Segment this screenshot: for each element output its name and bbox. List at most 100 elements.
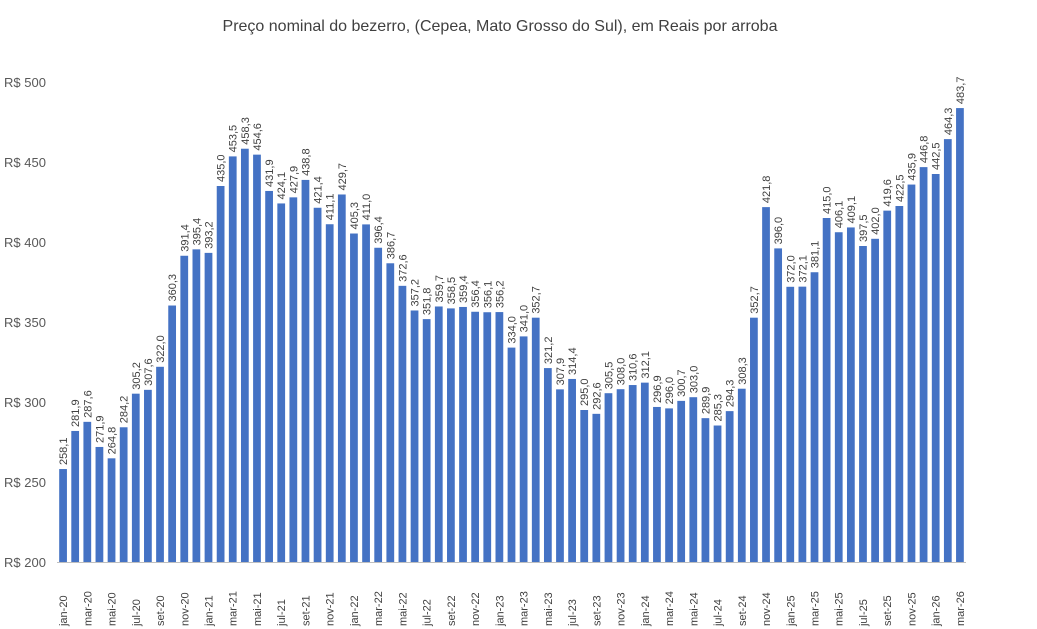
bar [640, 382, 649, 562]
data-label: 421,4 [313, 176, 325, 204]
bar [119, 427, 128, 562]
x-tick-label: set-21 [300, 595, 312, 626]
x-tick-label: jul-24 [713, 599, 725, 627]
bar [507, 347, 516, 562]
bar [131, 393, 140, 562]
bar [665, 408, 673, 562]
x-tick-label: jul-22 [422, 599, 434, 627]
x-tick-label: jan-22 [349, 595, 361, 627]
data-label: 435,9 [906, 153, 918, 181]
data-label: 356,2 [494, 281, 506, 309]
data-label: 409,1 [846, 196, 858, 224]
data-label: 271,9 [94, 415, 106, 443]
x-tick-label: mai-24 [688, 592, 700, 626]
data-label: 296,0 [664, 377, 676, 405]
bar [871, 238, 879, 563]
y-axis: R$ 200 R$ 250 R$ 300 R$ 350 R$ 400 R$ 450 R$ 5… [4, 75, 46, 570]
bar [725, 411, 734, 562]
bar [168, 305, 177, 562]
x-tick-label: nov-21 [325, 592, 337, 626]
data-label: 396,4 [373, 216, 385, 244]
bar [737, 388, 746, 562]
data-label: 303,0 [688, 366, 700, 394]
data-label: 352,7 [531, 286, 543, 314]
data-label: 397,5 [858, 214, 870, 242]
data-label: 287,6 [82, 390, 94, 418]
bar [422, 319, 431, 562]
data-label: 357,2 [410, 279, 422, 307]
x-tick-label: nov-20 [179, 592, 191, 626]
x-tick-label: mar-24 [664, 591, 676, 626]
chart-title: Preço nominal do bezerro, (Cepea, Mato G… [222, 18, 778, 35]
data-label: 284,2 [119, 396, 131, 424]
x-tick-label: jan-26 [931, 595, 943, 627]
bar [398, 285, 407, 562]
data-label: 351,8 [422, 288, 434, 316]
data-label: 294,3 [725, 380, 737, 408]
data-label: 393,2 [204, 221, 216, 249]
data-label: 438,8 [300, 148, 312, 176]
bar [956, 108, 964, 562]
bar [774, 248, 783, 562]
data-label: 402,0 [870, 207, 882, 235]
data-label: 359,7 [434, 275, 446, 303]
x-tick-label: mar-26 [955, 591, 967, 626]
bar [943, 139, 952, 562]
bar [604, 393, 613, 562]
data-label: 314,4 [567, 347, 579, 375]
data-label: 419,6 [882, 179, 894, 207]
data-label: 386,7 [385, 232, 397, 260]
data-label: 356,1 [482, 281, 494, 309]
bar [931, 174, 940, 562]
data-label: 334,0 [507, 316, 519, 344]
bar [592, 413, 601, 562]
x-tick-label: set-24 [737, 595, 749, 626]
data-label: 372,0 [785, 255, 797, 283]
x-tick-label: mar-23 [519, 591, 531, 626]
data-label: 295,0 [579, 378, 591, 406]
bar [786, 286, 795, 562]
bar [216, 186, 225, 562]
data-label: 358,5 [446, 277, 458, 305]
data-label: 296,9 [652, 375, 664, 403]
x-tick-label: nov-23 [616, 592, 628, 626]
bar [653, 406, 661, 562]
data-label: 483,7 [955, 77, 967, 105]
data-label: 422,5 [894, 174, 906, 202]
bar [374, 247, 383, 562]
x-tick-label: set-20 [155, 595, 167, 626]
bar [859, 246, 867, 562]
bar [701, 418, 710, 562]
y-tick-label: R$ 300 [4, 395, 46, 410]
data-label: 289,9 [700, 387, 712, 415]
data-label: 458,3 [240, 117, 252, 145]
data-label: 308,0 [616, 358, 628, 386]
bar [301, 179, 310, 563]
data-label: 308,3 [737, 357, 749, 385]
bar [156, 366, 164, 562]
bar [895, 206, 904, 562]
data-label: 341,0 [519, 305, 531, 333]
data-label: 406,1 [834, 201, 846, 229]
bar [568, 378, 576, 562]
data-label: 312,1 [640, 351, 652, 379]
x-tick-label: mai-21 [252, 592, 264, 626]
data-label: 381,1 [810, 241, 822, 269]
bar [289, 197, 298, 563]
x-tick-label: mai-22 [397, 592, 409, 626]
data-label: 281,9 [70, 399, 82, 427]
y-tick-label: R$ 200 [4, 555, 46, 570]
x-tick-label: nov-24 [761, 592, 773, 626]
data-label: 292,6 [591, 382, 603, 410]
data-label: 427,9 [288, 166, 300, 194]
x-tick-label: mai-25 [834, 592, 846, 626]
bar [580, 410, 589, 562]
x-tick-label: set-23 [591, 595, 603, 626]
data-label: 285,3 [713, 394, 725, 422]
bar-series [59, 108, 964, 563]
bar [750, 317, 758, 562]
data-label: 442,5 [931, 142, 943, 170]
bar [386, 263, 395, 562]
bar [265, 190, 273, 562]
